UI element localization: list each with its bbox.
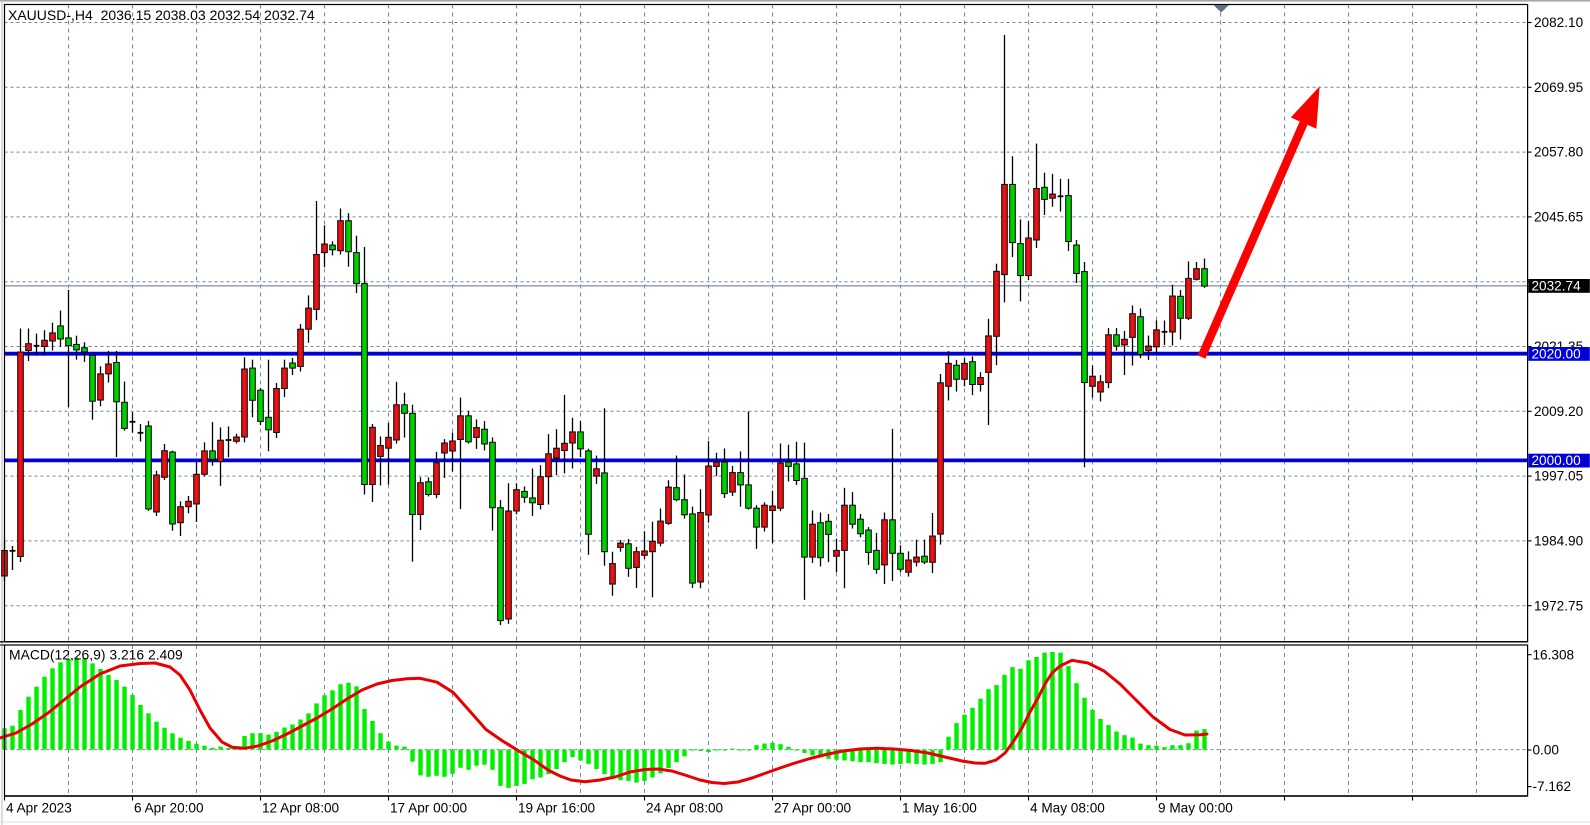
svg-text:9 May 00:00: 9 May 00:00 (1158, 801, 1233, 816)
svg-text:-7.162: -7.162 (1533, 779, 1572, 794)
svg-text:2069.95: 2069.95 (1534, 80, 1583, 95)
svg-text:19 Apr 16:00: 19 Apr 16:00 (518, 801, 596, 816)
svg-text:2045.65: 2045.65 (1534, 210, 1583, 225)
svg-text:24 Apr 08:00: 24 Apr 08:00 (646, 801, 724, 816)
svg-text:16.308: 16.308 (1533, 647, 1575, 662)
svg-text:0.00: 0.00 (1533, 743, 1560, 758)
svg-text:1984.90: 1984.90 (1534, 534, 1584, 549)
svg-text:2082.10: 2082.10 (1534, 15, 1584, 30)
svg-text:1997.05: 1997.05 (1534, 469, 1583, 484)
svg-text:27 Apr 00:00: 27 Apr 00:00 (774, 801, 852, 816)
svg-text:4 May 08:00: 4 May 08:00 (1030, 801, 1105, 816)
svg-text:XAUUSD-,H4 2036.15 2038.03 20: XAUUSD-,H4 2036.15 2038.03 2032.54 2032.… (8, 7, 315, 23)
svg-text:17 Apr 00:00: 17 Apr 00:00 (390, 801, 468, 816)
svg-text:2020.00: 2020.00 (1532, 346, 1582, 361)
svg-text:MACD(12,26,9) 3.216 2.409: MACD(12,26,9) 3.216 2.409 (9, 647, 183, 663)
svg-text:2000.00: 2000.00 (1532, 453, 1582, 468)
svg-text:2009.20: 2009.20 (1534, 404, 1584, 419)
svg-text:2032.74: 2032.74 (1532, 278, 1582, 293)
svg-text:1972.75: 1972.75 (1534, 598, 1583, 613)
svg-text:12 Apr 08:00: 12 Apr 08:00 (262, 801, 340, 816)
svg-text:6 Apr 20:00: 6 Apr 20:00 (134, 801, 204, 816)
svg-text:1 May 16:00: 1 May 16:00 (902, 801, 977, 816)
svg-text:4 Apr 2023: 4 Apr 2023 (6, 801, 72, 816)
svg-text:2057.80: 2057.80 (1534, 145, 1584, 160)
